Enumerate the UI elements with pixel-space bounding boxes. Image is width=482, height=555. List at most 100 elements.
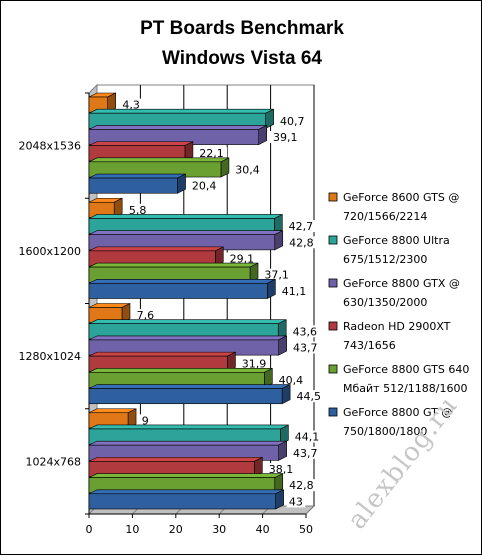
legend-swatch [328, 278, 338, 288]
x-tick-label: 10 [125, 523, 139, 536]
bar-top [88, 457, 263, 462]
data-label-bg [285, 236, 317, 249]
data-label: 5,8 [129, 204, 147, 217]
data-label-bg [278, 284, 310, 297]
bar-top [88, 335, 287, 341]
legend-swatch [328, 235, 338, 245]
data-label-bg [265, 462, 297, 475]
chart-subtitle: Windows Vista 64 [162, 48, 322, 69]
data-label-bg [118, 98, 144, 111]
legend-label: GeForce 8800 GTX @ [343, 277, 460, 290]
bar-top [88, 173, 186, 179]
data-label-bg [195, 147, 228, 160]
bar-top [88, 262, 259, 268]
x-tick-label: 20 [169, 523, 183, 536]
legend-label: 675/1512/2300 [343, 253, 427, 266]
bar-top [88, 157, 230, 163]
bar-top [88, 319, 287, 325]
bar [88, 177, 178, 194]
data-label-bg [289, 446, 321, 459]
data-label: 43,6 [293, 325, 318, 338]
category-label: 1600x1200 [19, 245, 82, 258]
data-label: 42,8 [289, 236, 314, 249]
legend-label: GeForce 8800 Ultra [343, 234, 450, 247]
data-label: 29,1 [230, 252, 255, 265]
bar-top [88, 108, 274, 114]
data-label: 9 [142, 414, 149, 427]
data-label-bg [231, 163, 264, 176]
legend-swatch [328, 321, 338, 331]
data-label-bg [285, 220, 317, 233]
bar-top [88, 230, 283, 235]
legend-label: 630/1350/2000 [343, 296, 427, 309]
legend-label: Мбайт 512/1188/1600 [343, 382, 467, 395]
bar [88, 388, 283, 405]
legend-swatch [328, 407, 338, 417]
category-label: 1280x1024 [19, 350, 82, 363]
data-label-bg [286, 495, 306, 508]
data-label-bg [139, 414, 152, 427]
bar-top [88, 384, 291, 389]
data-label: 31,9 [242, 358, 267, 371]
gridline-floor [305, 505, 315, 515]
data-label: 20,4 [192, 180, 217, 193]
data-label-bg [293, 390, 325, 403]
bar-top [88, 473, 283, 478]
data-label: 4,3 [122, 99, 140, 112]
data-label: 30,4 [235, 163, 260, 176]
x-tick-label: 50 [299, 523, 313, 536]
bar-top [88, 424, 289, 430]
data-label: 37,1 [264, 269, 289, 282]
data-label: 40,7 [280, 115, 305, 128]
chart-title: PT Boards Benchmark [140, 18, 344, 39]
x-tick-label: 0 [86, 523, 93, 536]
data-label-bg [285, 479, 317, 492]
data-label: 42,7 [289, 220, 314, 233]
data-label-bg [276, 114, 308, 127]
bar-top [88, 214, 283, 219]
data-label-bg [261, 268, 293, 281]
legend-label: 743/1656 [343, 339, 396, 352]
bar-top [88, 440, 287, 446]
bar-top [88, 368, 273, 373]
data-label-bg [226, 252, 258, 265]
data-label: 44,5 [296, 390, 321, 403]
bar-top [88, 489, 284, 495]
legend-swatch [328, 364, 338, 374]
data-label: 39,1 [273, 131, 298, 144]
data-label-bg [289, 325, 321, 338]
bar-top [88, 246, 224, 252]
data-label: 38,1 [269, 463, 294, 476]
legend-label: 750/1800/1800 [343, 425, 427, 438]
data-label-bg [125, 203, 151, 216]
data-label: 42,8 [289, 479, 314, 492]
data-label-bg [238, 357, 270, 370]
category-label: 1024x768 [26, 455, 82, 468]
legend-swatch [328, 192, 338, 202]
bar [88, 493, 276, 510]
legend-label: GeForce 8800 GT @ [343, 406, 452, 419]
legend-label: Radeon HD 2900XT [343, 320, 451, 333]
bar-top [88, 351, 236, 357]
legend-label: 720/1566/2214 [343, 210, 427, 223]
data-label-bg [269, 131, 301, 144]
data-label: 43,7 [293, 342, 318, 355]
data-label-bg [132, 309, 158, 322]
legend-label: GeForce 8800 GTS 640 [343, 363, 469, 376]
data-label: 43,7 [293, 447, 318, 460]
legend-label: GeForce 8600 GTS @ [343, 191, 459, 204]
data-label: 44,1 [295, 431, 320, 444]
data-label: 41,1 [282, 285, 307, 298]
bar-top [88, 141, 194, 146]
data-label-bg [289, 341, 321, 354]
data-label: 40,4 [279, 374, 304, 387]
category-label: 2048x1536 [19, 140, 82, 153]
data-label-bg [188, 179, 220, 192]
data-label: 22,1 [199, 147, 224, 160]
bar-top [88, 278, 276, 284]
data-label-bg [275, 373, 307, 386]
x-tick-label: 40 [256, 523, 270, 536]
data-label-bg [291, 430, 323, 443]
